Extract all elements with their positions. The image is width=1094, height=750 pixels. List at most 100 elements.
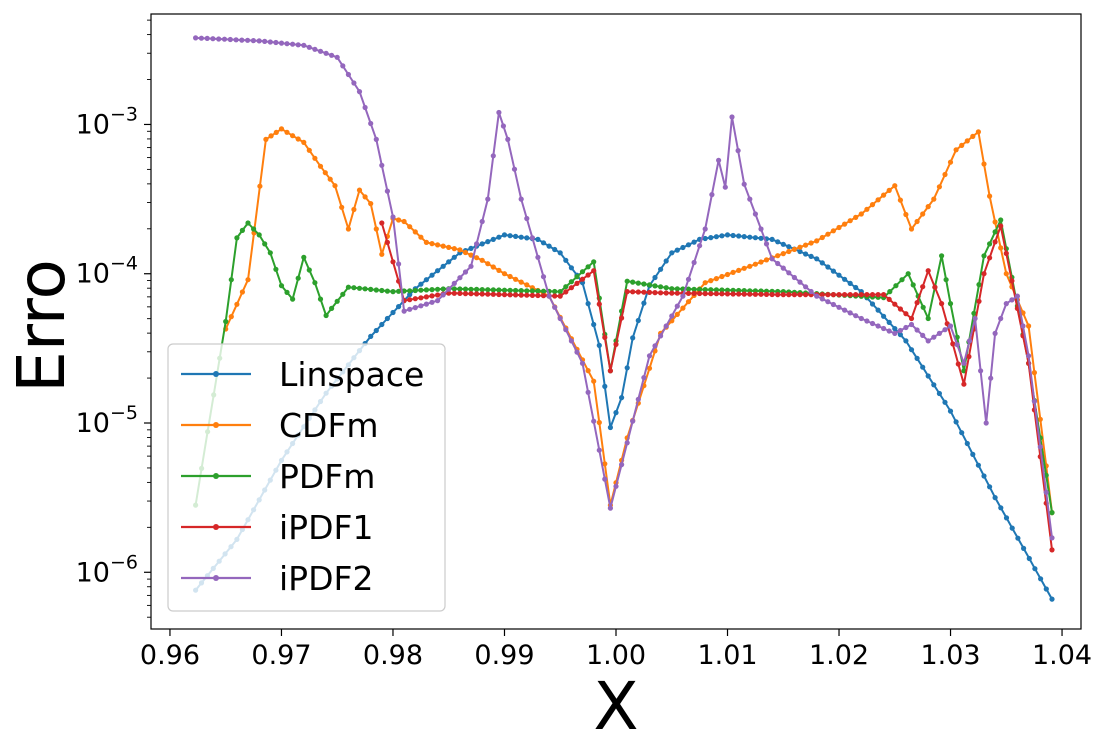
data-point	[507, 287, 513, 293]
data-point	[457, 275, 463, 281]
data-point	[312, 155, 318, 161]
data-point	[479, 287, 485, 293]
data-point	[351, 285, 357, 291]
data-point	[925, 315, 931, 322]
data-point	[836, 292, 842, 298]
data-point	[379, 251, 385, 257]
data-point	[947, 323, 954, 329]
data-point	[251, 226, 257, 232]
data-point	[278, 283, 285, 289]
data-point	[401, 218, 407, 225]
data-point	[384, 315, 390, 322]
legend-marker	[213, 575, 219, 581]
data-point	[1037, 444, 1043, 450]
data-point	[669, 250, 675, 256]
data-point	[429, 272, 435, 278]
data-point	[362, 194, 368, 200]
data-point	[290, 41, 296, 47]
data-point	[435, 298, 441, 304]
data-point	[836, 272, 842, 278]
data-point	[273, 39, 279, 46]
data-point	[741, 181, 747, 187]
data-point	[339, 204, 345, 210]
data-point	[942, 399, 948, 405]
data-point	[641, 300, 647, 306]
data-point	[908, 347, 915, 353]
data-point	[552, 288, 558, 295]
data-point	[306, 147, 312, 153]
data-point	[368, 201, 374, 207]
data-point	[763, 257, 770, 263]
data-point	[775, 292, 781, 298]
data-point	[407, 292, 413, 298]
data-point	[390, 214, 396, 220]
data-point	[1026, 555, 1032, 562]
data-point	[227, 36, 233, 43]
data-point	[786, 270, 792, 276]
data-point	[323, 312, 329, 319]
data-point	[702, 235, 708, 242]
data-point	[914, 218, 920, 225]
data-point	[752, 211, 759, 217]
data-point	[557, 293, 563, 299]
data-point	[204, 35, 210, 42]
data-point	[356, 285, 363, 291]
data-point	[830, 228, 837, 234]
data-point	[646, 353, 653, 359]
series-layer	[193, 35, 1055, 602]
data-point	[579, 269, 586, 275]
data-point	[961, 381, 967, 387]
data-point	[585, 264, 591, 270]
data-point	[368, 120, 374, 127]
data-point	[345, 284, 351, 290]
data-point	[496, 234, 502, 240]
data-point	[262, 38, 268, 45]
data-point	[697, 286, 703, 292]
data-point	[613, 410, 619, 416]
data-point	[646, 365, 653, 371]
series-iPDF2	[193, 35, 1055, 541]
data-point	[680, 293, 686, 299]
x-tick-label: 0.96	[140, 640, 200, 671]
data-point	[741, 234, 747, 240]
data-point	[953, 147, 959, 153]
data-point	[1015, 535, 1021, 541]
data-point	[724, 232, 731, 238]
data-point	[763, 241, 770, 247]
data-point	[301, 42, 307, 48]
data-point	[830, 301, 837, 308]
data-point	[295, 136, 301, 142]
data-point	[983, 420, 989, 426]
data-point	[440, 292, 446, 298]
data-point	[729, 114, 735, 120]
data-point	[268, 133, 274, 139]
data-point	[379, 162, 385, 168]
data-point	[853, 292, 859, 298]
data-point	[808, 288, 814, 295]
data-point	[966, 354, 972, 360]
data-point	[602, 461, 608, 467]
data-point	[513, 292, 519, 298]
data-point	[630, 418, 636, 424]
data-point	[619, 395, 625, 401]
data-point	[568, 285, 575, 291]
data-point	[663, 323, 669, 329]
data-point	[485, 196, 491, 202]
data-point	[758, 226, 764, 232]
data-point	[446, 244, 452, 250]
data-point	[468, 263, 474, 269]
data-point	[702, 287, 708, 293]
data-point	[847, 280, 853, 286]
data-point	[893, 283, 899, 289]
data-point	[451, 246, 457, 252]
data-point	[869, 292, 876, 298]
data-point	[819, 260, 825, 266]
data-point	[511, 166, 518, 172]
data-point	[468, 286, 474, 292]
data-point	[423, 239, 429, 245]
data-point	[390, 289, 396, 295]
data-point	[680, 244, 686, 251]
data-point	[412, 296, 418, 302]
data-point	[474, 286, 480, 292]
y-axis: 10−3 10−4 10−5 10−6	[76, 19, 151, 618]
